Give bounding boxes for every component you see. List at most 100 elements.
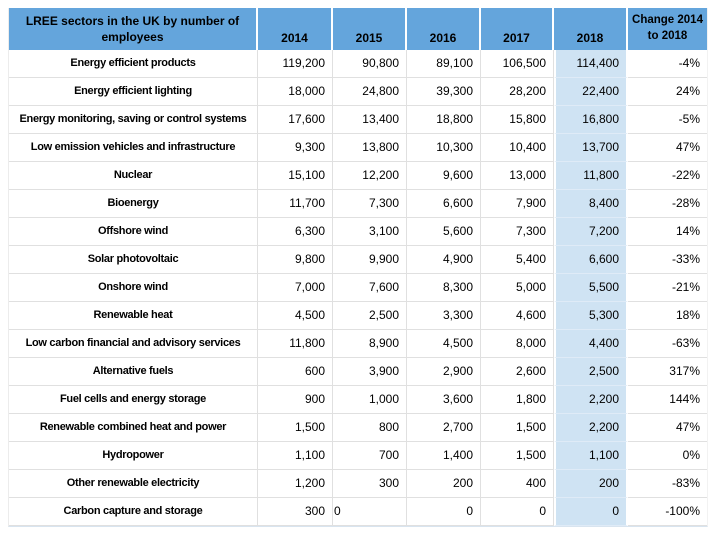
value-2017: 10,400 [481, 134, 554, 162]
sector-name: Low carbon financial and advisory servic… [9, 330, 258, 358]
sector-name: Renewable heat [9, 302, 258, 330]
value-2018: 4,400 [554, 330, 628, 358]
value-2014: 119,200 [258, 50, 333, 78]
header-year-2015: 2015 [333, 8, 407, 50]
table-row: Energy efficient lighting 18,000 24,800 39,… [9, 78, 707, 106]
value-2015: 3,100 [333, 218, 407, 246]
value-2017: 1,800 [481, 386, 554, 414]
value-2017: 1,500 [481, 414, 554, 442]
value-2018: 22,400 [554, 78, 628, 106]
value-2014: 300 [258, 498, 333, 526]
value-2017: 7,900 [481, 190, 554, 218]
change-value: -28% [628, 190, 707, 218]
sector-name: Solar photovoltaic [9, 246, 258, 274]
sector-name: Carbon capture and storage [9, 498, 258, 526]
sector-name: Energy monitoring, saving or control sys… [9, 106, 258, 134]
value-2015: 90,800 [333, 50, 407, 78]
value-2014: 4,500 [258, 302, 333, 330]
table-body: Energy efficient products 119,200 90,800 89… [9, 50, 707, 526]
value-2015: 9,900 [333, 246, 407, 274]
value-2016: 5,600 [407, 218, 481, 246]
change-value: 24% [628, 78, 707, 106]
header-year-2017: 2017 [481, 8, 554, 50]
value-2017: 0 [481, 498, 554, 526]
table-row: Bioenergy 11,700 7,300 6,600 7,900 8,400 -28% [9, 190, 707, 218]
sector-name: Onshore wind [9, 274, 258, 302]
value-2014: 600 [258, 358, 333, 386]
sector-name: Renewable combined heat and power [9, 414, 258, 442]
value-2015: 7,300 [333, 190, 407, 218]
value-2017: 4,600 [481, 302, 554, 330]
value-2017: 28,200 [481, 78, 554, 106]
value-2014: 7,000 [258, 274, 333, 302]
value-2015: 12,200 [333, 162, 407, 190]
value-2016: 3,600 [407, 386, 481, 414]
value-2014: 11,700 [258, 190, 333, 218]
table-row: Nuclear 15,100 12,200 9,600 13,000 11,800 -22% [9, 162, 707, 190]
change-value: 47% [628, 414, 707, 442]
change-value: -22% [628, 162, 707, 190]
value-2017: 7,300 [481, 218, 554, 246]
value-2018: 11,800 [554, 162, 628, 190]
value-2018: 2,200 [554, 386, 628, 414]
value-2018: 2,200 [554, 414, 628, 442]
table-row: Low emission vehicles and infrastructure… [9, 134, 707, 162]
value-2018: 16,800 [554, 106, 628, 134]
value-2016: 2,700 [407, 414, 481, 442]
value-2018: 0 [554, 498, 628, 526]
value-2018: 200 [554, 470, 628, 498]
value-2017: 1,500 [481, 442, 554, 470]
value-2018: 2,500 [554, 358, 628, 386]
table-row: Offshore wind 6,300 3,100 5,600 7,300 7,200 14… [9, 218, 707, 246]
value-2018: 1,100 [554, 442, 628, 470]
value-2018: 6,600 [554, 246, 628, 274]
sector-name: Nuclear [9, 162, 258, 190]
value-2018: 8,400 [554, 190, 628, 218]
value-2014: 1,100 [258, 442, 333, 470]
change-value: -21% [628, 274, 707, 302]
sector-name: Offshore wind [9, 218, 258, 246]
header-year-2018: 2018 [554, 8, 628, 50]
value-2015: 24,800 [333, 78, 407, 106]
value-2018: 5,500 [554, 274, 628, 302]
value-2015: 0 [333, 498, 407, 526]
header-sector-column: LREE sectors in the UK by number of empl… [9, 8, 258, 50]
sector-name: Energy efficient products [9, 50, 258, 78]
sector-name: Other renewable electricity [9, 470, 258, 498]
table-row: Onshore wind 7,000 7,600 8,300 5,000 5,500 -21… [9, 274, 707, 302]
table-row: Energy efficient products 119,200 90,800 89… [9, 50, 707, 78]
sector-name: Hydropower [9, 442, 258, 470]
sector-name: Energy efficient lighting [9, 78, 258, 106]
value-2015: 7,600 [333, 274, 407, 302]
value-2016: 10,300 [407, 134, 481, 162]
table-row: Alternative fuels 600 3,900 2,900 2,600 2,500… [9, 358, 707, 386]
header-year-2014: 2014 [258, 8, 333, 50]
change-value: 14% [628, 218, 707, 246]
value-2015: 13,400 [333, 106, 407, 134]
table-header-row: LREE sectors in the UK by number of empl… [9, 8, 707, 50]
value-2017: 400 [481, 470, 554, 498]
value-2015: 13,800 [333, 134, 407, 162]
change-value: -100% [628, 498, 707, 526]
table-row: Other renewable electricity 1,200 300 200 40… [9, 470, 707, 498]
table-row: Hydropower 1,100 700 1,400 1,500 1,100 0% [9, 442, 707, 470]
value-2017: 13,000 [481, 162, 554, 190]
value-2014: 1,500 [258, 414, 333, 442]
value-2014: 6,300 [258, 218, 333, 246]
change-value: -83% [628, 470, 707, 498]
sector-name: Low emission vehicles and infrastructure [9, 134, 258, 162]
value-2016: 4,500 [407, 330, 481, 358]
header-change-column: Change 2014 to 2018 [628, 8, 707, 50]
sector-name: Fuel cells and energy storage [9, 386, 258, 414]
value-2016: 200 [407, 470, 481, 498]
value-2014: 11,800 [258, 330, 333, 358]
value-2017: 15,800 [481, 106, 554, 134]
change-value: -4% [628, 50, 707, 78]
table-row: Carbon capture and storage 300 0 0 0 0 -100% [9, 498, 707, 526]
value-2015: 700 [333, 442, 407, 470]
table-row: Fuel cells and energy storage 900 1,000 3,6… [9, 386, 707, 414]
change-value: -5% [628, 106, 707, 134]
value-2014: 18,000 [258, 78, 333, 106]
value-2016: 1,400 [407, 442, 481, 470]
value-2014: 1,200 [258, 470, 333, 498]
